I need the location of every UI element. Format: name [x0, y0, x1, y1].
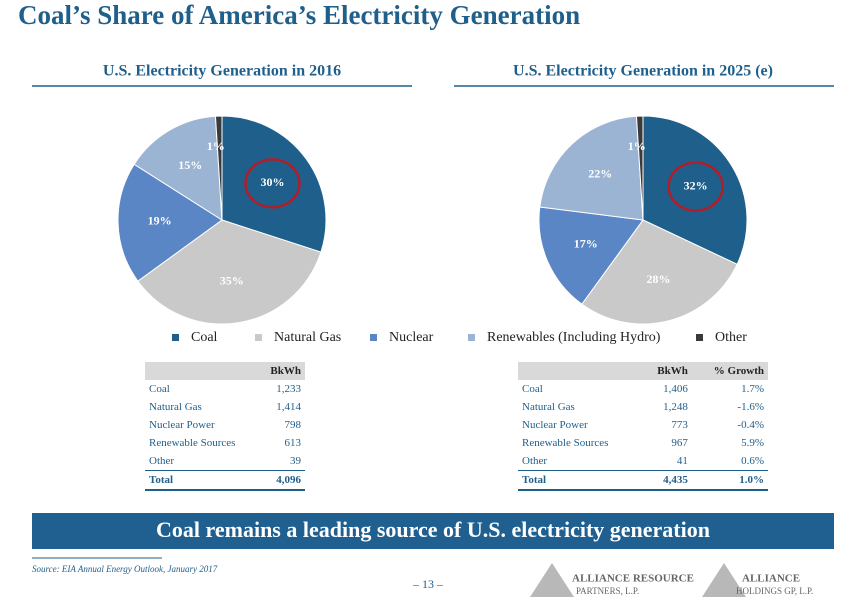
table-cell: 41 [676, 455, 688, 467]
table-cell: Other [149, 455, 175, 467]
table-row: Other 39 [145, 452, 305, 471]
table-cell: 773 [671, 419, 688, 431]
source: Source: EIA Annual Energy Outlook, Janua… [32, 564, 218, 574]
data-label: 15% [178, 158, 202, 172]
pie-slice [539, 115, 644, 221]
table-cell: 4,435 [641, 470, 692, 491]
table-row: Total 4,435 1.0% [518, 470, 768, 491]
table-row: Renewable Sources 967 5.9% [518, 434, 768, 452]
table-cell: 1,248 [663, 401, 688, 413]
table-header: BkWh% Growth [518, 362, 768, 380]
table-cell: 967 [671, 437, 688, 449]
logo-text: PARTNERS, L.P. [576, 586, 639, 596]
table-row: Coal 1,233 [145, 380, 305, 398]
table-cell: 1,233 [276, 383, 301, 395]
legend-swatch [370, 334, 377, 341]
table-cell: Coal [522, 383, 543, 395]
legend-label: Coal [191, 330, 218, 345]
data-label: 35% [220, 273, 244, 287]
table-cell: Renewable Sources [149, 437, 236, 449]
logo-text: ALLIANCE [742, 573, 800, 585]
legend-swatch [255, 334, 262, 341]
data-label: 30% [260, 175, 284, 189]
table-row: Other 41 0.6% [518, 452, 768, 471]
table-cell: BkWh [641, 362, 692, 380]
pie-slice [137, 219, 322, 325]
pie-slice [117, 163, 223, 282]
table-cell: Total [145, 470, 259, 491]
logo-text: HOLDINGS GP, L.P. [736, 586, 813, 596]
pie-slice [642, 115, 748, 265]
table-cell: 798 [284, 419, 302, 431]
legend-swatch [696, 334, 703, 341]
table-row: Total 4,096 [145, 470, 305, 491]
table-cell: 1.7% [741, 383, 764, 395]
table-row: Coal 1,406 1.7% [518, 380, 768, 398]
chart-title: U.S. Electricity Generation in 2025 (e) [513, 63, 773, 80]
banner: Coal remains a leading source of U.S. el… [156, 517, 710, 542]
highlight-circle [244, 158, 301, 209]
pie-slice [214, 115, 223, 221]
data-label: 19% [148, 214, 172, 228]
table-cell [518, 362, 642, 380]
table-cell: Nuclear Power [149, 419, 215, 431]
highlight-circle [667, 161, 724, 212]
table-row: Nuclear Power 773 -0.4% [518, 416, 768, 434]
legend-swatch [172, 334, 179, 341]
table-cell: Other [522, 455, 548, 467]
table-cell: 39 [290, 455, 301, 467]
table-cell: 0.6% [741, 455, 764, 467]
table-cell: 4,096 [258, 470, 305, 491]
legend-label: Natural Gas [274, 330, 341, 345]
page-number: – 13 – [412, 577, 444, 591]
slide-title: Coal’s Share of America’s Electricity Ge… [18, 0, 580, 30]
table-cell: -1.6% [737, 401, 764, 413]
table-cell: Natural Gas [149, 401, 202, 413]
table-row: Natural Gas 1,248 -1.6% [518, 398, 768, 416]
data-label: 1% [207, 139, 225, 153]
banner-bg [32, 513, 834, 549]
legend-label: Other [715, 330, 747, 345]
data-label: 32% [684, 178, 708, 192]
table-row: Nuclear Power 798 [145, 416, 305, 434]
table-cell: % Growth [691, 362, 768, 380]
data-table: BkWh% Growth Coal 1,406 1.7% Natural Gas 1,24… [518, 362, 768, 491]
table-cell: 1,406 [663, 383, 688, 395]
legend-label: Nuclear [389, 330, 434, 345]
pie-slice [133, 115, 223, 221]
table-cell: 1.0% [691, 470, 768, 491]
pie-slice [538, 206, 644, 305]
table-cell: Coal [149, 383, 170, 395]
table-cell: Nuclear Power [522, 419, 588, 431]
legend-label: Renewables (Including Hydro) [487, 330, 661, 345]
table-cell: Total [518, 470, 642, 491]
table-cell: 1,414 [276, 401, 301, 413]
data-label: 1% [628, 139, 646, 153]
pie-slice [635, 115, 644, 221]
chart-title: U.S. Electricity Generation in 2016 [103, 63, 341, 80]
logo-mark [702, 563, 746, 597]
table-cell: 5.9% [741, 437, 764, 449]
table-row: Renewable Sources 613 [145, 434, 305, 452]
data-label: 22% [588, 166, 612, 180]
pie-slice [221, 115, 327, 253]
table-row: Natural Gas 1,414 [145, 398, 305, 416]
table-header: BkWh [145, 362, 305, 380]
pie-slice [581, 219, 738, 325]
data-table: BkWh Coal 1,233 Natural Gas 1,414 Nuclear Pow… [145, 362, 305, 491]
data-label: 17% [574, 237, 598, 251]
legend-swatch [468, 334, 475, 341]
logo-mark [530, 563, 574, 597]
table-cell [145, 362, 259, 380]
data-label: 28% [647, 272, 671, 286]
table-cell: Natural Gas [522, 401, 575, 413]
table-cell: -0.4% [737, 419, 764, 431]
logo-text: ALLIANCE RESOURCE [572, 573, 694, 585]
table-cell: BkWh [258, 362, 305, 380]
table-cell: 613 [284, 437, 302, 449]
table-cell: Renewable Sources [522, 437, 609, 449]
